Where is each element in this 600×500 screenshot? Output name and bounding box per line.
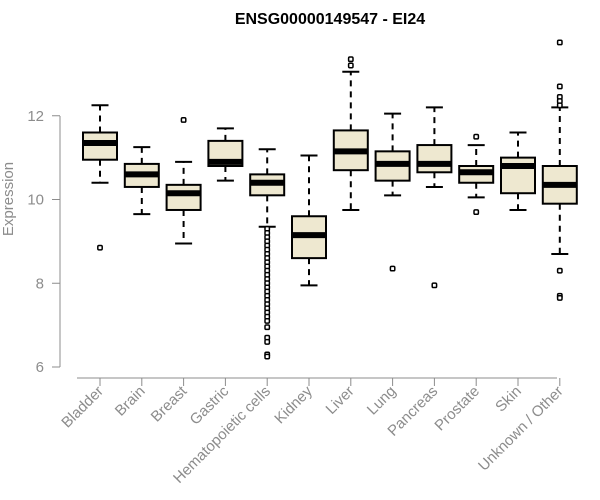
box-body-breast [165, 183, 202, 211]
outlier-prostate-0 [473, 133, 480, 140]
x-tick-label-brain: Brain [112, 383, 149, 420]
box-body-bladder [82, 131, 118, 161]
box-skin [500, 131, 536, 211]
outlier-unknown-other-4 [556, 102, 563, 109]
box-hematopoietic-cells [249, 148, 286, 360]
x-tick-label-liver: Liver [323, 383, 358, 418]
chart-title: ENSG00000149547 - EI24 [235, 11, 425, 28]
box-kidney [291, 154, 327, 287]
box-brain [123, 146, 160, 216]
x-tick-label-bladder: Bladder [58, 383, 107, 432]
outlier-unknown-other-5 [556, 267, 563, 274]
y-tick-label-10: 10 [27, 192, 44, 209]
outlier-hematopoietic-cells-22 [264, 317, 271, 324]
outlier-bladder-0 [97, 244, 103, 251]
box-pancreas [416, 106, 453, 289]
boxes [82, 39, 578, 360]
outlier-prostate-1 [473, 209, 480, 216]
y-ticks: 6 8 10 12 [27, 108, 60, 376]
box-unknown-other [541, 39, 578, 301]
y-tick-label-12: 12 [27, 108, 44, 125]
outlier-unknown-other-0 [556, 39, 563, 46]
y-tick-label-8: 8 [36, 275, 44, 292]
outlier-lung-0 [389, 265, 396, 272]
outlier-hematopoietic-cells-25 [264, 338, 271, 345]
box-liver [332, 56, 369, 211]
box-lung [374, 112, 411, 272]
box-body-skin [500, 156, 536, 195]
outlier-breast-0 [180, 116, 187, 123]
x-tick-label-lung: Lung [364, 383, 400, 419]
x-tick-label-skin: Skin [492, 383, 525, 416]
outlier-hematopoietic-cells-27 [264, 353, 271, 360]
outlier-liver-0 [347, 62, 354, 69]
y-axis-label: Expression [0, 162, 17, 236]
outlier-hematopoietic-cells-23 [264, 324, 271, 331]
x-tick-label-breast: Breast [148, 382, 191, 425]
y-tick-label-6: 6 [36, 359, 44, 376]
box-prostate [458, 133, 495, 216]
box-breast [165, 116, 202, 245]
outlier-unknown-other-1 [556, 83, 563, 90]
box-gastric [207, 127, 244, 182]
x-tick-label-prostate: Prostate [431, 383, 483, 435]
box-body-pancreas [416, 144, 453, 174]
outlier-pancreas-0 [431, 282, 438, 289]
outlier-unknown-other-7 [556, 294, 563, 301]
outlier-liver-1 [347, 56, 354, 63]
x-tick-label-kidney: Kidney [271, 382, 316, 427]
box-bladder [82, 104, 118, 251]
